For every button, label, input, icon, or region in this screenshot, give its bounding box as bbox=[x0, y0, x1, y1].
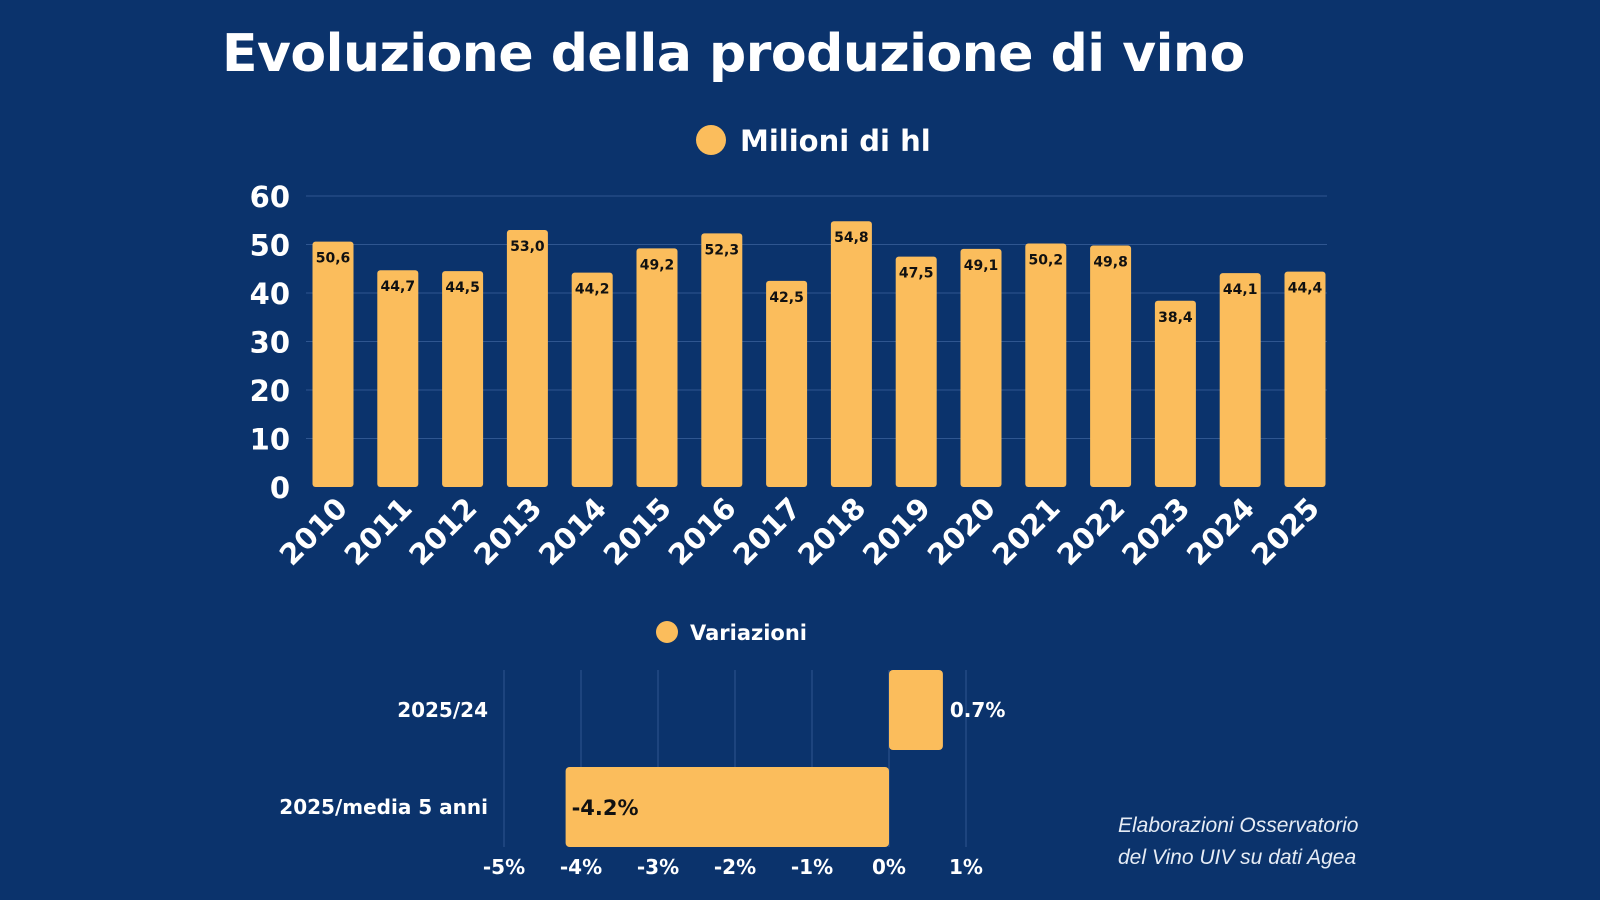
bar bbox=[1025, 243, 1067, 487]
x-tick-label: 2015 bbox=[597, 491, 678, 572]
bar bbox=[565, 767, 889, 847]
bar bbox=[1090, 245, 1132, 487]
y-tick-label: 30 bbox=[250, 326, 290, 360]
x-tick-label: 2018 bbox=[791, 491, 872, 572]
x-tick-label: 0% bbox=[872, 855, 906, 879]
x-tick-label: 2021 bbox=[986, 491, 1067, 572]
y-tick-label: 20 bbox=[250, 374, 290, 408]
x-tick-label: 2016 bbox=[662, 491, 743, 572]
x-tick-label: -1% bbox=[791, 855, 833, 879]
bar-value-label: 44,5 bbox=[445, 280, 480, 296]
y-tick-label: 40 bbox=[250, 277, 290, 311]
x-tick-label: 2017 bbox=[726, 491, 807, 572]
bar-value-label: 53,0 bbox=[510, 239, 545, 255]
bar-value-label: -4.2% bbox=[572, 796, 639, 820]
bar-value-label: 44,4 bbox=[1288, 281, 1323, 297]
x-tick-label: -2% bbox=[714, 855, 756, 879]
bar-value-label: 49,2 bbox=[640, 257, 675, 273]
y-tick-label: 10 bbox=[250, 423, 290, 457]
x-tick-label: 2011 bbox=[338, 491, 419, 572]
bar bbox=[312, 241, 354, 487]
x-tick-label: -5% bbox=[483, 855, 525, 879]
source-line-1: Elaborazioni Osservatorio bbox=[1118, 814, 1359, 837]
bar-value-label: 38,4 bbox=[1158, 310, 1193, 326]
x-tick-label: 2020 bbox=[921, 491, 1002, 572]
bar-value-label: 0.7% bbox=[950, 698, 1005, 722]
bar-value-label: 47,5 bbox=[899, 266, 934, 282]
legend-label: Variazioni bbox=[690, 621, 807, 645]
bar bbox=[442, 271, 484, 487]
bar bbox=[1154, 300, 1196, 487]
bar-value-label: 44,2 bbox=[575, 282, 610, 298]
x-tick-label: 2014 bbox=[532, 491, 613, 572]
bar-value-label: 54,8 bbox=[834, 230, 869, 246]
legend-marker bbox=[656, 621, 678, 643]
x-tick-label: 2024 bbox=[1180, 491, 1261, 572]
bar-value-label: 52,3 bbox=[705, 242, 740, 258]
y-tick-label: 50 bbox=[250, 229, 290, 263]
bar bbox=[1284, 271, 1326, 487]
bar bbox=[830, 221, 872, 487]
bar-value-label: 49,8 bbox=[1093, 254, 1128, 270]
legend-label: Milioni di hl bbox=[740, 124, 931, 158]
bar bbox=[1219, 273, 1261, 487]
x-tick-label: 2023 bbox=[1115, 491, 1196, 572]
source-line-2: del Vino UIV su dati Agea bbox=[1118, 846, 1357, 869]
x-tick-label: 2022 bbox=[1050, 491, 1131, 572]
category-label: 2025/24 bbox=[397, 698, 488, 722]
x-tick-label: 2012 bbox=[402, 491, 483, 572]
category-label: 2025/media 5 anni bbox=[279, 795, 488, 819]
bar-value-label: 49,1 bbox=[964, 258, 999, 274]
y-tick-label: 0 bbox=[270, 471, 290, 505]
legend-marker bbox=[696, 125, 726, 155]
y-tick-label: 60 bbox=[250, 180, 290, 214]
x-tick-label: -3% bbox=[637, 855, 679, 879]
bar bbox=[701, 233, 743, 487]
bar bbox=[889, 670, 943, 750]
x-tick-label: 2025 bbox=[1245, 491, 1326, 572]
bar bbox=[895, 256, 937, 487]
x-tick-label: 2013 bbox=[467, 491, 548, 572]
bar bbox=[506, 229, 548, 487]
x-tick-label: 2019 bbox=[856, 491, 937, 572]
bar bbox=[377, 270, 419, 487]
x-tick-label: -4% bbox=[560, 855, 602, 879]
bar-value-label: 44,7 bbox=[381, 279, 416, 295]
source-note: Elaborazioni Osservatorio del Vino UIV s… bbox=[1118, 810, 1358, 874]
bar bbox=[960, 248, 1002, 487]
bar-value-label: 50,6 bbox=[316, 251, 351, 267]
bar bbox=[636, 248, 678, 487]
bar bbox=[766, 280, 808, 487]
x-tick-label: 1% bbox=[949, 855, 983, 879]
bar-value-label: 50,2 bbox=[1029, 253, 1064, 269]
bar-value-label: 42,5 bbox=[769, 290, 804, 306]
bar bbox=[571, 272, 613, 487]
page-title: Evoluzione della produzione di vino bbox=[222, 24, 1245, 84]
bar-value-label: 44,1 bbox=[1223, 282, 1258, 298]
